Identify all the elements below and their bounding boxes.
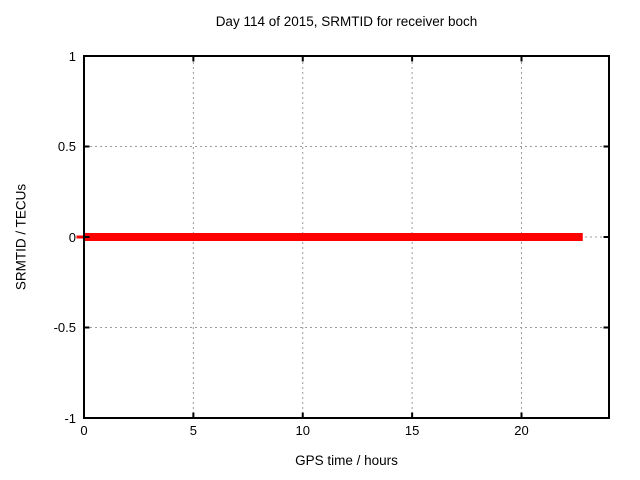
y-tick-label: 0 (68, 229, 76, 245)
y-tick-label: -0.5 (53, 320, 76, 335)
series-line-srmtid (84, 233, 583, 241)
y-tick-label: -1 (64, 410, 76, 426)
x-axis-label: GPS time / hours (295, 453, 398, 468)
chart-title: Day 114 of 2015, SRMTID for receiver boc… (215, 14, 478, 29)
x-tick-label: 0 (80, 423, 88, 438)
axis-ticks (83, 55, 609, 419)
x-tick-label: 15 (404, 423, 420, 438)
y-axis-label: SRMTID / TECUs (13, 183, 29, 291)
y-tick-label: 1 (68, 48, 76, 64)
data-series (76, 233, 583, 241)
series-line-start-cap (76, 235, 84, 239)
x-tick-label: 5 (189, 423, 197, 438)
x-tick-label: 20 (514, 423, 529, 438)
y-tick-label: 0.5 (57, 139, 76, 154)
x-tick-label: 10 (295, 423, 310, 438)
